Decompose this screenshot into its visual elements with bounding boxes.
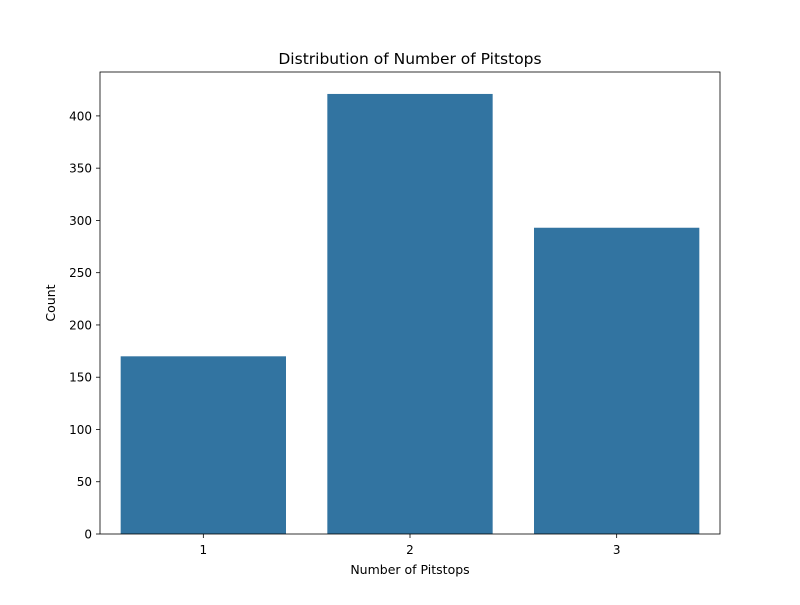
bars-group <box>120 93 700 535</box>
y-tick-label: 400 <box>69 109 92 123</box>
y-axis-ticks: 0 50 100 150 200 250 300 350 400 <box>69 109 100 542</box>
y-tick-label: 250 <box>69 266 92 280</box>
y-tick-label: 150 <box>69 371 92 385</box>
y-tick-label: 100 <box>69 423 92 437</box>
x-tick-label: 2 <box>406 543 414 557</box>
y-axis-label: Count <box>43 284 58 321</box>
bar-1 <box>120 356 286 534</box>
x-tick-label: 3 <box>613 543 621 557</box>
chart-title: Distribution of Number of Pitstops <box>278 50 541 68</box>
y-tick-label: 350 <box>69 162 92 176</box>
x-axis-ticks: 1 2 3 <box>200 534 621 557</box>
bar-3 <box>534 227 700 535</box>
y-tick-label: 200 <box>69 318 92 332</box>
y-tick-label: 50 <box>77 475 92 489</box>
x-axis-label: Number of Pitstops <box>350 562 469 577</box>
y-tick-label: 0 <box>84 528 92 542</box>
y-tick-label: 300 <box>69 214 92 228</box>
bar-2 <box>327 93 493 534</box>
x-tick-label: 1 <box>200 543 208 557</box>
